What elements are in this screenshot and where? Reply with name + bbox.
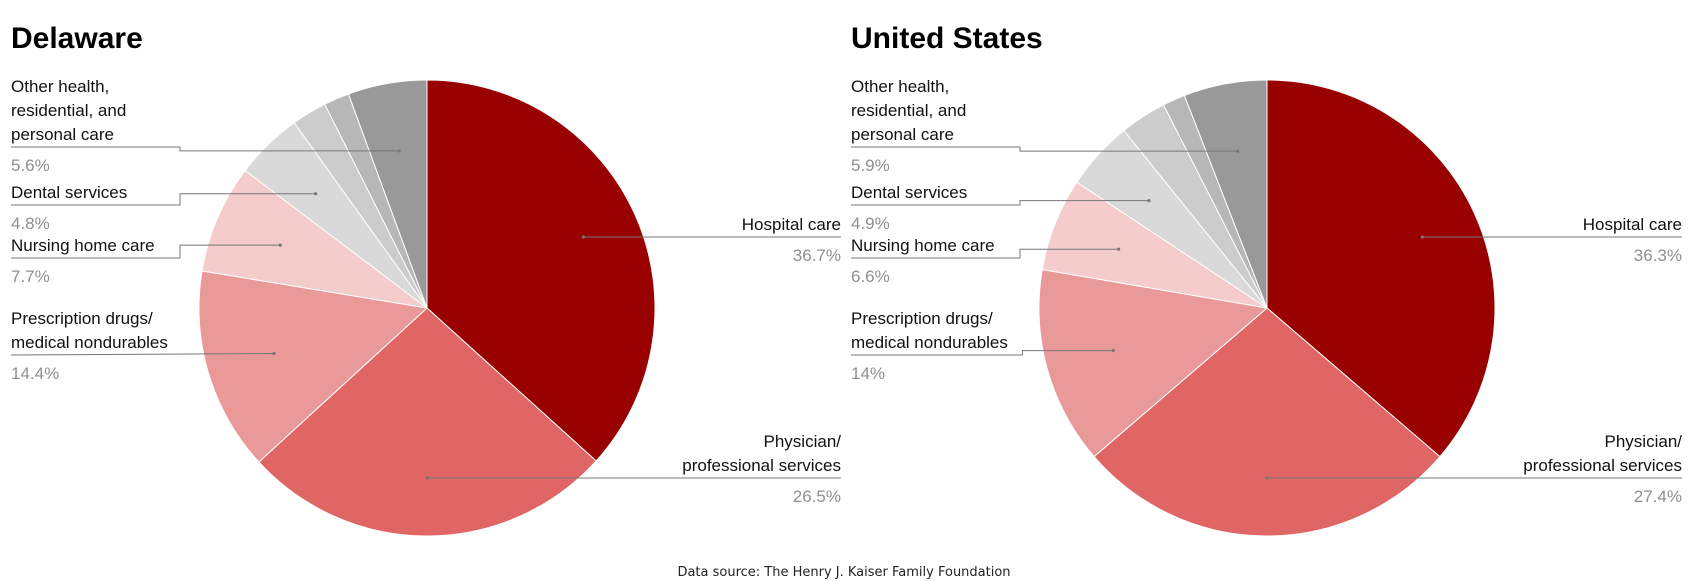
slice-label: Nursing home care [11, 236, 155, 255]
pie-slice [1093, 307, 1441, 537]
pie-slice [1183, 79, 1268, 309]
slice-label: Hospital care [742, 215, 841, 234]
slice-value: 6.6% [851, 267, 890, 286]
leader-dot [278, 243, 282, 247]
slice-value: 14% [851, 364, 885, 383]
pie-slice [426, 79, 656, 462]
leader-dot [314, 192, 318, 196]
leader-dot [1420, 235, 1424, 239]
leader-dot [1236, 149, 1240, 153]
leader-dot [397, 149, 401, 153]
leader-line [11, 244, 281, 259]
leader-line [851, 350, 1114, 356]
slice-value: 4.9% [851, 214, 890, 233]
slice-label: Dental services [851, 183, 967, 202]
slice-label: Dental services [11, 183, 127, 202]
leader-line [10, 353, 275, 356]
leader-line [11, 193, 316, 206]
leader-dot [272, 351, 276, 356]
leader-line [851, 248, 1119, 259]
leader-dot [1117, 247, 1121, 251]
slice-label: Nursing home care [851, 236, 995, 255]
leader-dot [425, 476, 430, 480]
pie-slice [1038, 268, 1269, 458]
slice-label: Hospital care [1583, 215, 1682, 234]
chart-title: United States [851, 22, 1043, 55]
pie-slice [1266, 79, 1496, 458]
leader-dot [1111, 349, 1115, 353]
pie-slice [258, 307, 597, 537]
pie-slice [201, 169, 428, 309]
slice-label: Physician/professional services [682, 432, 841, 475]
slice-value: 7.7% [11, 267, 50, 286]
leader-dot [581, 235, 585, 239]
slice-label: Other health, residential, and personal ca… [851, 77, 966, 144]
data-source-note: Data source: The Henry J. Kaiser Family … [677, 565, 1011, 580]
chart-title: Delaware [11, 22, 143, 55]
slice-value: 26.5% [793, 487, 841, 506]
slice-value: 5.9% [851, 156, 890, 175]
slice-value: 5.6% [11, 156, 50, 175]
leader-line [11, 146, 400, 152]
slice-value: 14.4% [11, 364, 59, 383]
leader-dot [1265, 476, 1269, 480]
pie-slice [198, 270, 429, 463]
pie-slice [347, 79, 428, 309]
slice-label: Prescription drugs/medical nondurables [11, 309, 168, 352]
slice-value: 36.7% [793, 246, 841, 265]
slice-label: Other health, residential, and personal ca… [11, 77, 126, 144]
slice-value: 4.8% [11, 214, 50, 233]
slice-label: Prescription drugs/medical nondurables [851, 309, 1008, 352]
slice-value: 27.4% [1634, 487, 1682, 506]
pie-chart-0: Delaware Hospital care 36.7% Physician/prof… [10, 22, 841, 537]
leader-line [851, 146, 1238, 152]
slice-label: Physician/professional services [1523, 432, 1682, 475]
leader-line [851, 200, 1149, 206]
slice-value: 36.3% [1634, 246, 1682, 265]
leader-dot [1147, 199, 1151, 203]
pie-chart-1: United States Hospital care 36.3% Physician… [851, 22, 1682, 537]
